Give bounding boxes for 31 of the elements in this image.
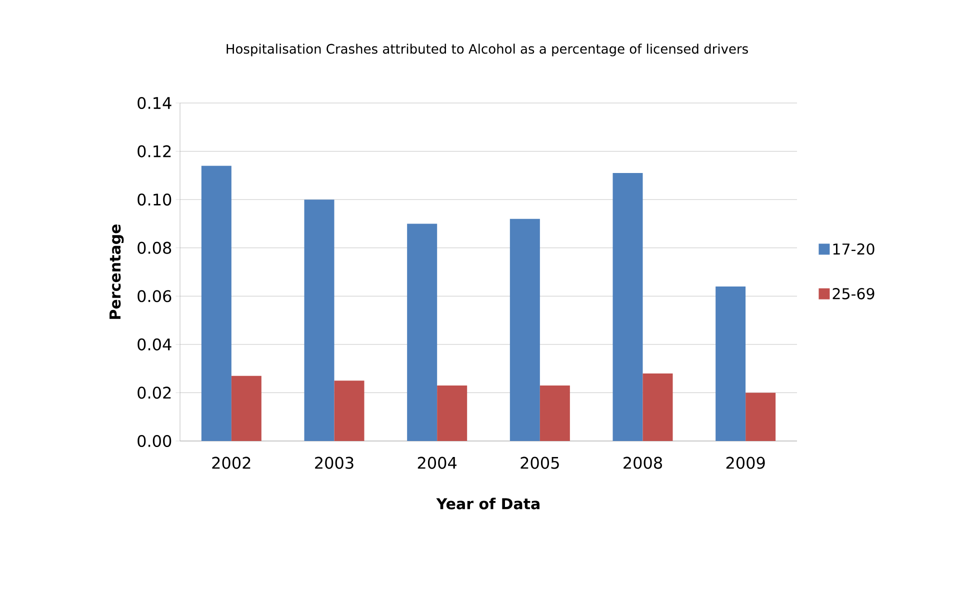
legend-label: 17-20 [833, 243, 874, 255]
bar [510, 218, 540, 441]
bar [612, 173, 643, 441]
bar [540, 385, 570, 441]
bar [407, 224, 438, 441]
chart-title: Hospitalisation Crashes attributed to Alcohol as a percentage of licensed drivers [226, 44, 748, 56]
y-tick-label: 0.14 [138, 96, 172, 110]
y-tick-label: 0.02 [138, 386, 171, 399]
bar [746, 392, 776, 441]
x-tick-label: 2009 [726, 456, 765, 469]
x-axis-title: Year of Data [436, 498, 540, 510]
x-tick-label: 2003 [315, 456, 354, 469]
y-tick-label: 0.04 [138, 338, 172, 350]
bar [334, 380, 364, 441]
legend-label: 25-69 [832, 288, 874, 300]
bar [642, 373, 673, 441]
y-axis-title: Percentage [110, 224, 124, 319]
bar [437, 385, 468, 441]
bar [304, 200, 334, 441]
y-tick-label: 0.08 [138, 242, 172, 254]
x-tick-label: 2002 [212, 456, 250, 469]
y-tick-label: 0.06 [138, 290, 172, 302]
x-tick-label: 2004 [418, 456, 457, 469]
bar [231, 376, 262, 441]
x-tick-label: 2005 [520, 456, 559, 469]
y-tick-label: 0.10 [138, 194, 172, 206]
x-tick-label: 2008 [624, 456, 662, 469]
y-tick-label: 0.00 [138, 434, 172, 448]
bar [716, 286, 746, 441]
bar [201, 166, 232, 441]
y-tick-label: 0.12 [138, 145, 171, 158]
